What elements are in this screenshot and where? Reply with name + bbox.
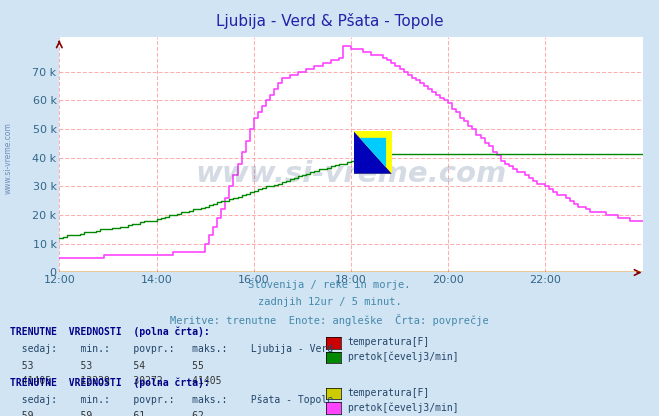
Text: sedaj:    min.:    povpr.:   maks.:    Pšata - Topole: sedaj: min.: povpr.: maks.: Pšata - Topo… bbox=[10, 395, 333, 405]
Polygon shape bbox=[360, 138, 386, 167]
Text: temperatura[F]: temperatura[F] bbox=[347, 337, 430, 347]
Text: 41405     12239    30272     41405: 41405 12239 30272 41405 bbox=[10, 376, 221, 386]
Text: pretok[čevelj3/min]: pretok[čevelj3/min] bbox=[347, 352, 459, 362]
Text: TRENUTNE  VREDNOSTI  (polna črta):: TRENUTNE VREDNOSTI (polna črta): bbox=[10, 377, 210, 388]
Text: Ljubija - Verd & Pšata - Topole: Ljubija - Verd & Pšata - Topole bbox=[215, 13, 444, 29]
Text: 59        59       61        62: 59 59 61 62 bbox=[10, 411, 204, 416]
Text: TRENUTNE  VREDNOSTI  (polna črta):: TRENUTNE VREDNOSTI (polna črta): bbox=[10, 327, 210, 337]
Text: temperatura[F]: temperatura[F] bbox=[347, 388, 430, 398]
Text: 53        53       54        55: 53 53 54 55 bbox=[10, 361, 204, 371]
Text: Meritve: trenutne  Enote: angleške  Črta: povprečje: Meritve: trenutne Enote: angleške Črta: … bbox=[170, 314, 489, 327]
Polygon shape bbox=[354, 131, 391, 174]
Polygon shape bbox=[354, 131, 391, 174]
Text: Slovenija / reke in morje.: Slovenija / reke in morje. bbox=[248, 280, 411, 290]
Text: zadnjih 12ur / 5 minut.: zadnjih 12ur / 5 minut. bbox=[258, 297, 401, 307]
Text: pretok[čevelj3/min]: pretok[čevelj3/min] bbox=[347, 402, 459, 413]
Text: www.si-vreme.com: www.si-vreme.com bbox=[4, 122, 13, 194]
Text: www.si-vreme.com: www.si-vreme.com bbox=[195, 160, 507, 188]
Text: sedaj:    min.:    povpr.:   maks.:    Ljubija - Verd: sedaj: min.: povpr.: maks.: Ljubija - Ve… bbox=[10, 344, 333, 354]
